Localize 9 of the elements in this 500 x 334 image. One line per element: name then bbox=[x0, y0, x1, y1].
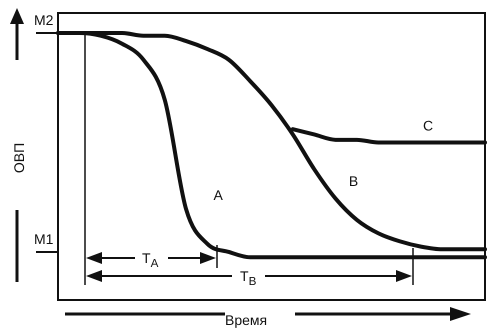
x-axis-title: Время bbox=[225, 312, 268, 328]
annotation: T$_{B}$ bbox=[240, 268, 256, 288]
y-axis-title: ОВП bbox=[11, 142, 27, 175]
series-label: B bbox=[348, 172, 358, 189]
annotation: T$_{A}$ bbox=[142, 250, 158, 270]
ref-line-label: M2 bbox=[34, 12, 54, 28]
text: A bbox=[213, 186, 224, 203]
series-label: C bbox=[422, 117, 434, 134]
ref-line-label: M1 bbox=[34, 230, 54, 247]
